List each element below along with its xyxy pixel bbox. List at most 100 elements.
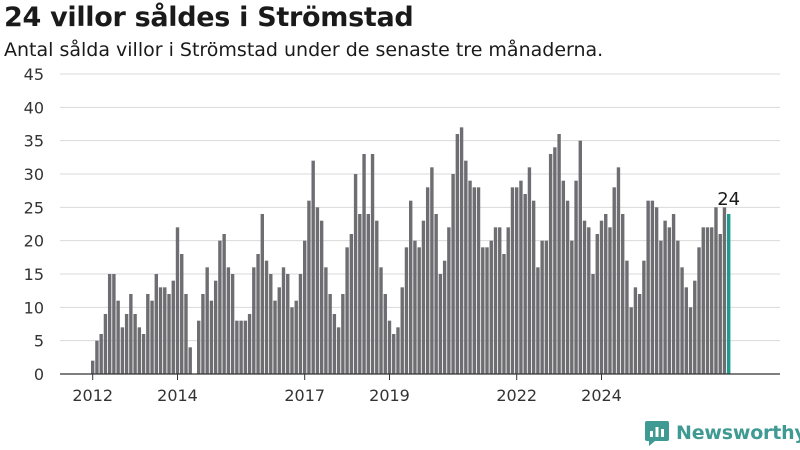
bar bbox=[353, 174, 358, 374]
bar bbox=[548, 154, 553, 374]
bar bbox=[358, 214, 362, 374]
brand-logo: Newsworthy bbox=[644, 419, 800, 447]
bar bbox=[281, 267, 286, 374]
bar bbox=[387, 320, 392, 374]
bar bbox=[247, 314, 252, 374]
bar bbox=[629, 307, 633, 374]
brand-name: Newsworthy bbox=[676, 422, 800, 444]
bar bbox=[633, 287, 638, 374]
bar bbox=[396, 327, 400, 374]
bar bbox=[95, 340, 99, 374]
bar bbox=[222, 234, 226, 374]
x-tick-label: 2014 bbox=[157, 386, 198, 405]
bar bbox=[349, 234, 354, 374]
bar bbox=[175, 227, 180, 374]
bar bbox=[269, 274, 273, 374]
bar bbox=[184, 294, 188, 374]
bar bbox=[481, 247, 485, 374]
bar bbox=[574, 180, 578, 374]
y-tick-label: 40 bbox=[24, 98, 44, 117]
bar bbox=[290, 307, 294, 374]
bar bbox=[409, 200, 413, 374]
bar bbox=[697, 247, 701, 374]
highlight-bar bbox=[727, 214, 731, 374]
chart-title: 24 villor såldes i Strömstad bbox=[4, 2, 414, 33]
highlight-value-label: 24 bbox=[717, 189, 740, 210]
bar bbox=[510, 187, 515, 374]
bar bbox=[324, 267, 328, 374]
bar bbox=[667, 227, 672, 374]
bar bbox=[676, 240, 680, 374]
bar bbox=[553, 147, 557, 374]
bar bbox=[523, 194, 527, 374]
y-tick-label: 10 bbox=[24, 298, 44, 317]
x-tick-label: 2024 bbox=[581, 386, 622, 405]
bar bbox=[264, 260, 269, 374]
bar bbox=[107, 274, 112, 374]
bar bbox=[544, 240, 549, 374]
bar bbox=[91, 360, 95, 374]
x-tick-label: 2012 bbox=[72, 386, 113, 405]
bar bbox=[680, 267, 684, 374]
bar bbox=[705, 227, 710, 374]
bar bbox=[336, 327, 341, 374]
y-tick-label: 20 bbox=[24, 232, 44, 251]
bar bbox=[531, 200, 536, 374]
chart-subtitle: Antal sålda villor i Strömstad under de … bbox=[4, 39, 604, 61]
bar bbox=[722, 207, 727, 374]
bar bbox=[650, 200, 655, 374]
bar bbox=[239, 320, 243, 374]
bar bbox=[404, 247, 409, 374]
bar bbox=[141, 334, 146, 374]
bar bbox=[328, 294, 332, 374]
bar bbox=[154, 274, 158, 374]
bar bbox=[646, 200, 650, 374]
bar bbox=[256, 254, 260, 374]
bar bbox=[218, 240, 222, 374]
bar bbox=[319, 220, 324, 374]
bar bbox=[519, 180, 523, 374]
bar bbox=[392, 334, 396, 374]
bar bbox=[112, 274, 116, 374]
bar bbox=[430, 167, 434, 374]
bar bbox=[137, 327, 142, 374]
bar bbox=[103, 314, 108, 374]
bar bbox=[604, 214, 608, 374]
x-tick-label: 2017 bbox=[284, 386, 325, 405]
bar bbox=[425, 187, 430, 374]
bar bbox=[718, 234, 722, 374]
bar bbox=[150, 300, 154, 374]
x-tick-label: 2019 bbox=[369, 386, 410, 405]
bar bbox=[99, 334, 103, 374]
bar bbox=[315, 207, 320, 374]
bar bbox=[493, 227, 498, 374]
bar bbox=[260, 214, 264, 374]
bar bbox=[209, 300, 214, 374]
bar bbox=[701, 227, 705, 374]
bar bbox=[451, 174, 455, 374]
bar bbox=[230, 274, 235, 374]
bar bbox=[383, 294, 387, 374]
bar bbox=[286, 274, 290, 374]
bar bbox=[621, 214, 625, 374]
bar bbox=[294, 300, 298, 374]
y-tick-label: 35 bbox=[24, 132, 44, 151]
bar bbox=[341, 294, 345, 374]
bar bbox=[400, 287, 404, 374]
bar bbox=[587, 227, 591, 374]
bar bbox=[561, 180, 566, 374]
bar bbox=[616, 167, 621, 374]
bar bbox=[472, 187, 476, 374]
bar bbox=[120, 327, 125, 374]
bar bbox=[167, 294, 171, 374]
bar bbox=[599, 220, 604, 374]
bar bbox=[171, 280, 175, 374]
bar bbox=[506, 227, 510, 374]
bar bbox=[570, 240, 574, 374]
bar bbox=[489, 240, 493, 374]
bar bbox=[226, 267, 231, 374]
bar bbox=[654, 207, 659, 374]
bar bbox=[163, 287, 167, 374]
bar bbox=[375, 220, 379, 374]
bar bbox=[307, 200, 311, 374]
